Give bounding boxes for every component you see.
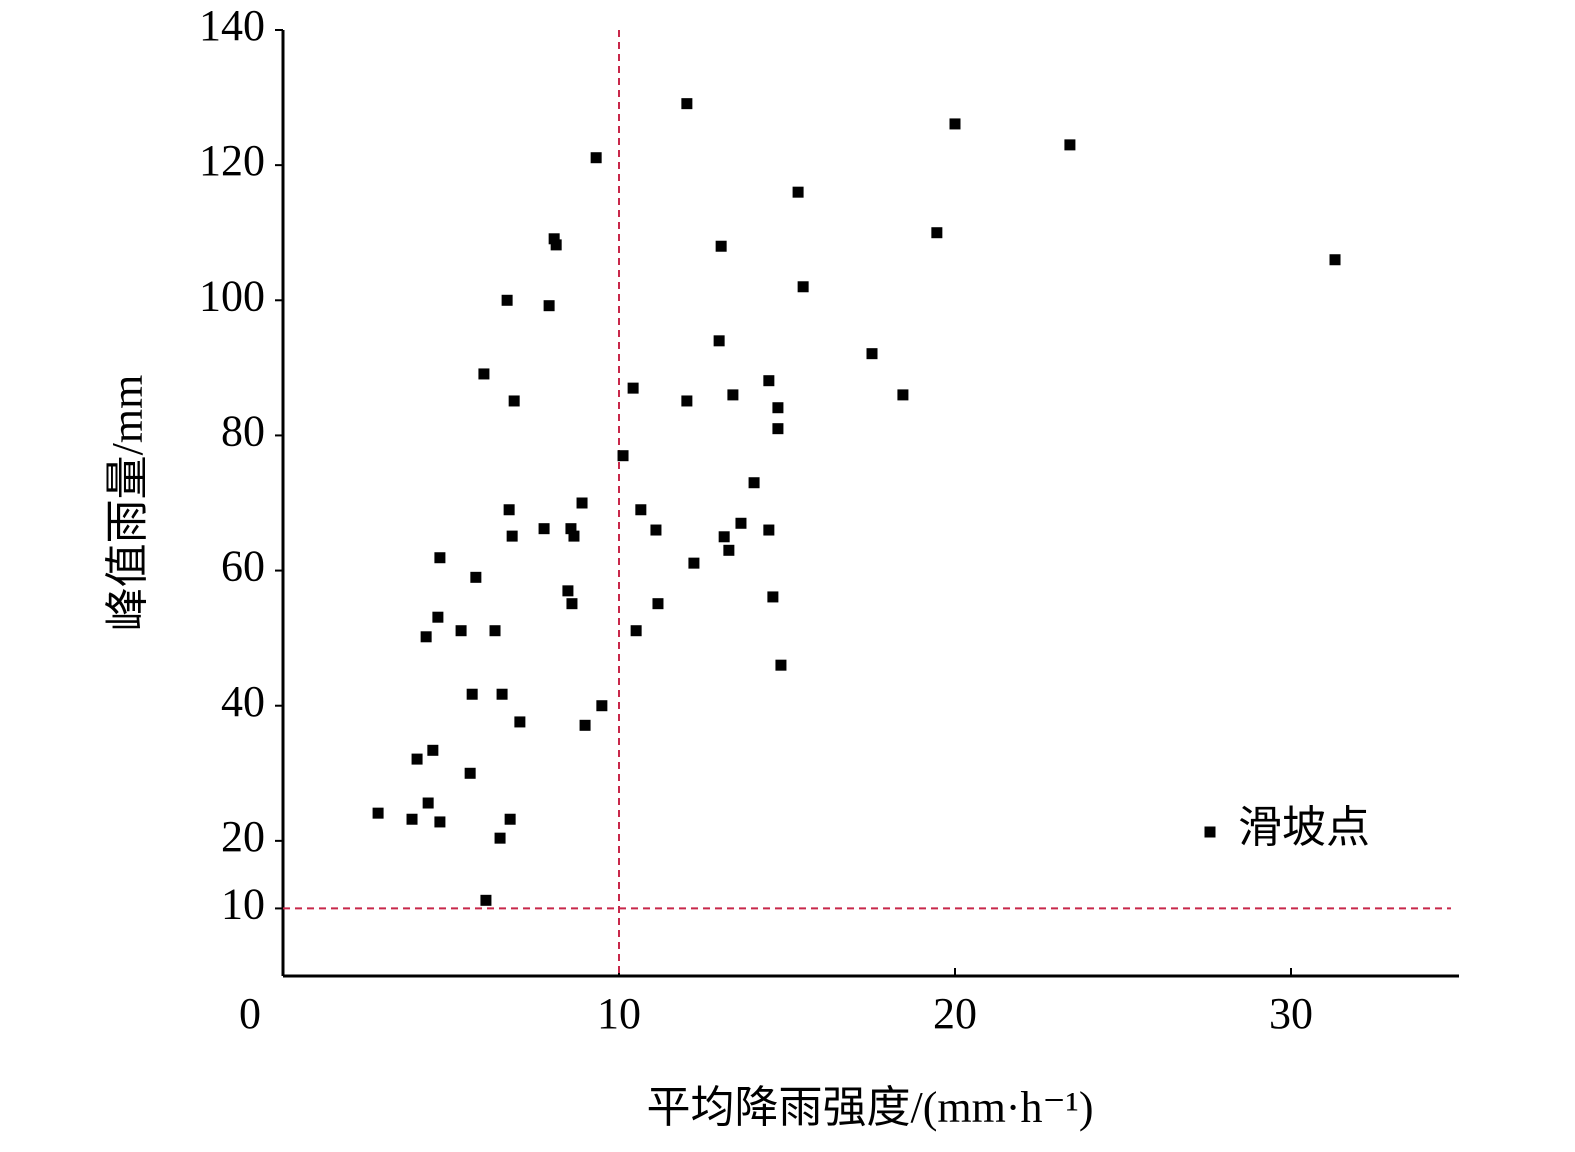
point — [579, 719, 591, 731]
y-tick-label: 100 — [199, 271, 265, 320]
x-tick-label: 20 — [933, 989, 977, 1038]
point — [763, 524, 775, 536]
point — [617, 450, 629, 462]
point — [652, 598, 664, 610]
point — [434, 816, 446, 828]
y-tick-label: 10 — [221, 880, 265, 929]
y-tick-label: 140 — [199, 1, 265, 50]
point — [566, 598, 578, 610]
point — [550, 239, 562, 251]
point — [420, 631, 432, 643]
point — [501, 294, 513, 306]
point — [1064, 139, 1076, 151]
point — [466, 688, 478, 700]
point — [797, 281, 809, 293]
point — [723, 544, 735, 556]
point — [688, 557, 700, 569]
point — [681, 395, 693, 407]
point — [627, 382, 639, 394]
point — [866, 348, 878, 360]
x-tick-label: 30 — [1269, 989, 1313, 1038]
point — [727, 389, 739, 401]
x-tick-label: 0 — [239, 989, 261, 1038]
point — [489, 625, 501, 637]
point — [718, 531, 730, 543]
point — [635, 504, 647, 516]
point — [411, 753, 423, 765]
point — [470, 571, 482, 583]
point — [568, 530, 580, 542]
point — [508, 395, 520, 407]
y-tick-label: 60 — [221, 542, 265, 591]
point — [681, 98, 693, 110]
point — [735, 517, 747, 529]
point — [434, 552, 446, 564]
point — [496, 688, 508, 700]
point — [422, 797, 434, 809]
point — [772, 423, 784, 435]
point — [514, 716, 526, 728]
point — [650, 524, 662, 536]
point — [775, 659, 787, 671]
point — [562, 585, 574, 597]
point — [455, 625, 467, 637]
point — [494, 832, 506, 844]
legend-marker — [1204, 826, 1216, 838]
point — [590, 152, 602, 164]
point — [464, 767, 476, 779]
point — [715, 240, 727, 252]
point — [406, 813, 418, 825]
point — [480, 894, 492, 906]
y-tick-label: 80 — [221, 407, 265, 456]
point — [503, 504, 515, 516]
point — [897, 389, 909, 401]
point — [630, 625, 642, 637]
legend-label: 滑坡点 — [1238, 803, 1370, 852]
point — [763, 375, 775, 387]
x-tick-label: 10 — [597, 989, 641, 1038]
point — [504, 813, 516, 825]
point — [576, 497, 588, 509]
point — [713, 335, 725, 347]
point — [427, 744, 439, 756]
point — [1329, 254, 1341, 266]
y-axis-label: 峰值雨量/mm — [103, 375, 152, 632]
point — [792, 186, 804, 198]
point — [506, 530, 518, 542]
point — [772, 402, 784, 414]
point — [949, 118, 961, 130]
point — [543, 300, 555, 312]
point — [767, 591, 779, 603]
y-tick-label: 40 — [221, 677, 265, 726]
point — [748, 477, 760, 489]
point — [432, 611, 444, 623]
y-tick-label: 20 — [221, 812, 265, 861]
point — [548, 233, 560, 245]
point — [538, 523, 550, 535]
point — [372, 807, 384, 819]
point — [565, 523, 577, 535]
point — [478, 368, 490, 380]
x-axis-label: 平均降雨强度/(mm·h⁻¹) — [646, 1083, 1093, 1132]
point — [931, 227, 943, 239]
point — [596, 700, 608, 712]
y-tick-label: 120 — [199, 136, 265, 185]
